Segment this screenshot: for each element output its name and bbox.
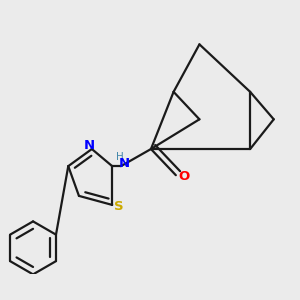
Text: H: H — [116, 152, 124, 162]
Text: N: N — [84, 139, 95, 152]
Text: N: N — [118, 157, 130, 170]
Text: S: S — [115, 200, 124, 213]
Text: O: O — [178, 170, 190, 183]
